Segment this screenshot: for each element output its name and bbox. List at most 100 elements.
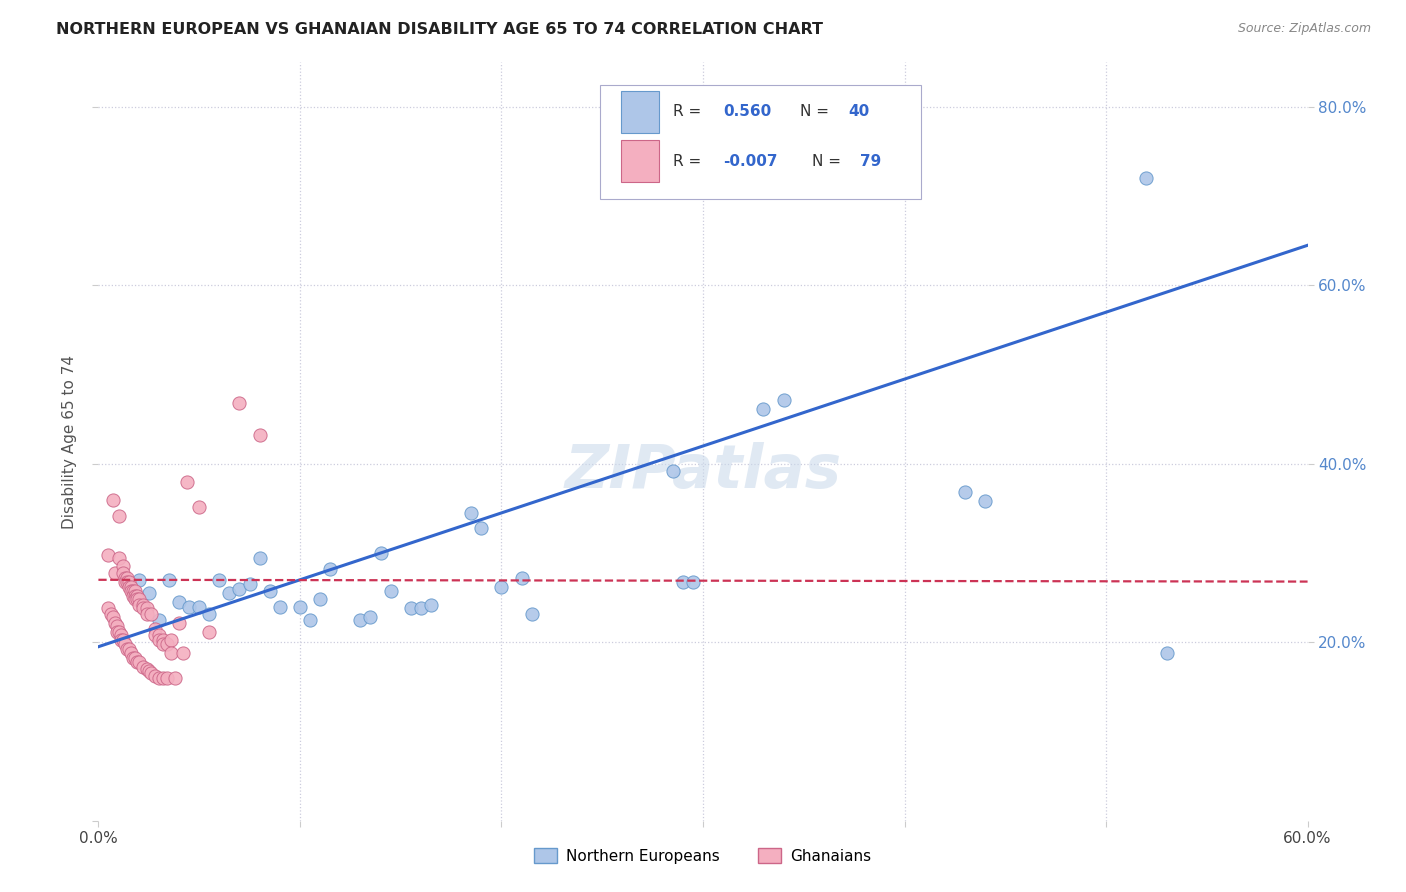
Text: N =: N = xyxy=(800,104,834,120)
Point xyxy=(772,392,794,407)
Legend: Northern Europeans, Ghanaians: Northern Europeans, Ghanaians xyxy=(529,842,877,870)
Point xyxy=(157,573,180,587)
Point xyxy=(188,500,211,514)
Point xyxy=(114,637,136,651)
Point xyxy=(103,615,125,630)
Text: R =: R = xyxy=(672,153,706,169)
Point xyxy=(148,633,170,648)
Point xyxy=(118,580,141,594)
Point xyxy=(124,592,146,607)
Point xyxy=(125,589,148,603)
Point xyxy=(101,492,124,507)
Point xyxy=(160,633,183,648)
Point xyxy=(152,633,174,648)
Text: NORTHERN EUROPEAN VS GHANAIAN DISABILITY AGE 65 TO 74 CORRELATION CHART: NORTHERN EUROPEAN VS GHANAIAN DISABILITY… xyxy=(56,22,824,37)
Point xyxy=(259,583,281,598)
Point xyxy=(110,633,132,648)
Point xyxy=(121,651,143,665)
Point xyxy=(156,637,179,651)
Point xyxy=(115,642,138,657)
Point xyxy=(953,485,976,500)
Text: ZIPatlas: ZIPatlas xyxy=(564,442,842,501)
Point xyxy=(198,624,221,639)
Point xyxy=(249,550,271,565)
Point xyxy=(97,548,120,562)
Point xyxy=(139,607,162,621)
Point xyxy=(460,506,482,520)
Point xyxy=(125,655,148,669)
Point xyxy=(101,610,124,624)
Point xyxy=(249,428,271,442)
Point xyxy=(672,574,695,589)
Point xyxy=(114,571,136,585)
Point xyxy=(239,577,262,591)
Point xyxy=(118,642,141,657)
Point xyxy=(152,637,174,651)
Text: 79: 79 xyxy=(860,153,882,169)
Point xyxy=(143,628,166,642)
FancyBboxPatch shape xyxy=(621,140,659,182)
Point xyxy=(124,651,146,665)
Point xyxy=(309,592,332,607)
Point xyxy=(128,598,150,612)
Point xyxy=(143,622,166,636)
Point xyxy=(349,613,371,627)
Point xyxy=(160,646,183,660)
Point xyxy=(97,601,120,615)
Point xyxy=(111,633,134,648)
Point xyxy=(135,662,157,676)
Point xyxy=(115,574,138,589)
Point xyxy=(409,601,432,615)
Point xyxy=(132,660,155,674)
Point xyxy=(138,664,160,678)
Point xyxy=(124,583,146,598)
Point xyxy=(114,574,136,589)
Point xyxy=(105,624,128,639)
Point xyxy=(148,613,170,627)
Point xyxy=(152,671,174,685)
Point xyxy=(139,666,162,681)
Point xyxy=(319,562,342,576)
Point xyxy=(752,401,775,416)
Point xyxy=(110,628,132,642)
Point xyxy=(491,580,513,594)
Point xyxy=(135,607,157,621)
Point xyxy=(228,582,250,596)
Point xyxy=(125,592,148,607)
Point xyxy=(420,598,443,612)
Point xyxy=(121,583,143,598)
FancyBboxPatch shape xyxy=(600,85,921,199)
Point xyxy=(1156,646,1178,660)
Point xyxy=(510,571,533,585)
Point xyxy=(135,601,157,615)
Point xyxy=(118,574,141,589)
Point xyxy=(120,583,142,598)
Point xyxy=(115,571,138,585)
Y-axis label: Disability Age 65 to 74: Disability Age 65 to 74 xyxy=(62,354,77,529)
Point xyxy=(470,521,492,535)
Point xyxy=(974,494,997,508)
Point xyxy=(156,671,179,685)
Point xyxy=(124,589,146,603)
Point xyxy=(107,624,129,639)
Point xyxy=(399,601,422,615)
Point xyxy=(148,628,170,642)
Point xyxy=(128,655,150,669)
Point xyxy=(128,573,150,587)
Point xyxy=(520,607,543,621)
Point xyxy=(208,573,231,587)
Point xyxy=(167,595,190,609)
Text: R =: R = xyxy=(672,104,706,120)
Text: N =: N = xyxy=(811,153,845,169)
Point xyxy=(269,599,291,614)
Point xyxy=(218,586,240,600)
Text: 0.560: 0.560 xyxy=(724,104,772,120)
Point xyxy=(138,586,160,600)
Point xyxy=(163,671,186,685)
Point xyxy=(228,396,250,410)
Point xyxy=(111,566,134,580)
Point xyxy=(172,646,194,660)
Text: -0.007: -0.007 xyxy=(724,153,778,169)
Point xyxy=(188,599,211,614)
Point xyxy=(120,646,142,660)
